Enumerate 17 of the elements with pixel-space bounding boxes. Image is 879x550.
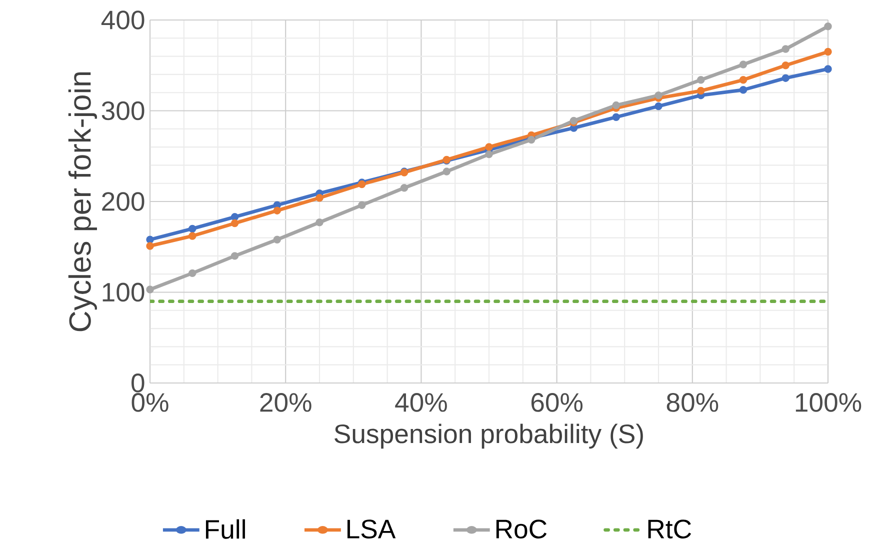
legend-label: Full (206, 519, 245, 539)
y-tick-label: 300 (102, 101, 144, 120)
x-tick-label: 60% (531, 393, 583, 412)
x-tick-label: 0% (132, 393, 168, 412)
x-tick-label: 40% (395, 393, 447, 412)
legend-label: RtC (648, 520, 692, 538)
x-axis-title: Suspension probability (S) (334, 424, 643, 449)
y-tick-label: 100 (102, 282, 144, 302)
x-tick-label: 20% (260, 393, 312, 412)
y-tick-label: 0 (132, 374, 144, 392)
x-tick-label: 80% (666, 393, 718, 412)
legend-label: LSA (347, 520, 396, 538)
y-axis-title: Cycles per fork-join (68, 72, 97, 332)
y-tick-label: 200 (102, 192, 144, 211)
y-tick-label: 400 (101, 10, 144, 30)
legend-label: RoC (496, 520, 547, 538)
x-tick-label: 100% (796, 393, 862, 412)
